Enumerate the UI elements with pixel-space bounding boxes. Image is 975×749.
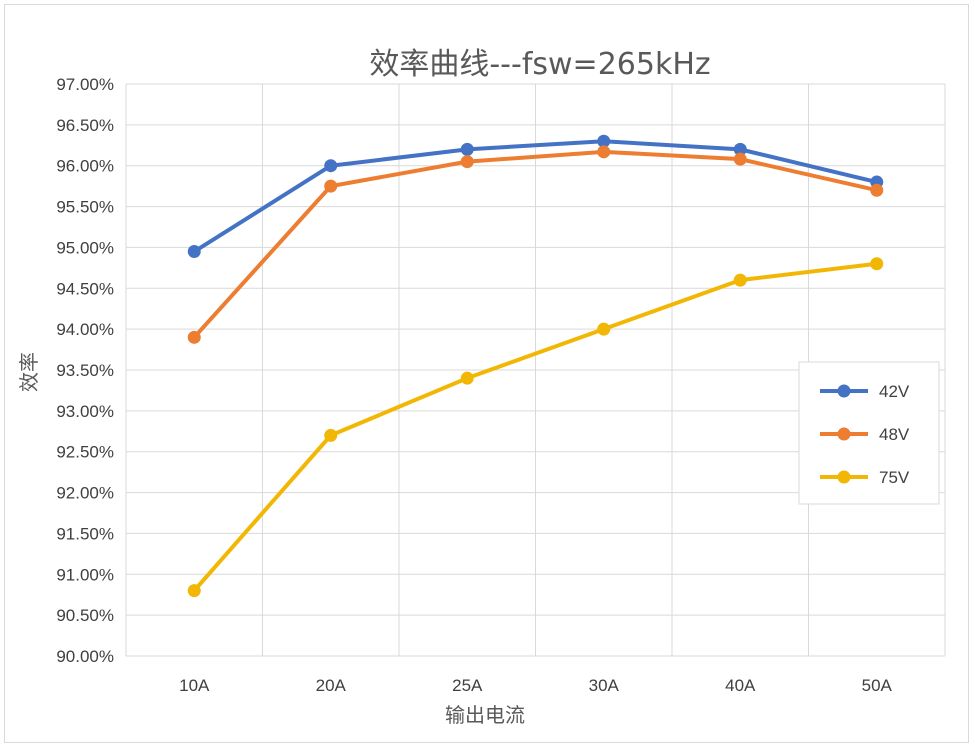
data-point-42v [324, 159, 338, 173]
y-tick-label: 96.00% [56, 157, 114, 176]
y-tick-label: 90.00% [56, 647, 114, 666]
x-tick-label: 25A [452, 676, 483, 695]
legend: 42V 48V 75V [798, 361, 940, 505]
series-line-75v [192, 261, 879, 593]
chart-title: 效率曲线---fsw=265kHz [369, 47, 710, 82]
series-line-48v [192, 149, 879, 340]
y-axis-ticks: 90.00% 90.50% 91.00% 91.50% 92.00% 92.50% 93.0… [56, 75, 114, 666]
y-tick-label: 95.00% [56, 238, 114, 257]
data-point-48v [460, 155, 474, 169]
y-tick-label: 92.00% [56, 484, 114, 503]
series-group [187, 134, 884, 598]
y-tick-label: 95.50% [56, 198, 114, 217]
y-tick-label: 97.00% [56, 75, 114, 94]
x-tick-label: 40A [725, 676, 756, 695]
legend-marker-42v [837, 384, 851, 398]
data-point-75v [324, 428, 338, 442]
legend-marker-75v [837, 470, 851, 484]
data-point-42v [597, 134, 611, 148]
data-point-75v [460, 371, 474, 385]
data-point-48v [597, 145, 611, 159]
legend-marker-48v [837, 427, 851, 441]
y-tick-label: 96.50% [56, 116, 114, 135]
x-tick-label: 30A [589, 676, 620, 695]
data-point-42v [733, 142, 747, 156]
data-point-42v [187, 245, 201, 259]
data-point-75v [733, 273, 747, 287]
data-point-48v [870, 183, 884, 197]
x-tick-label: 20A [316, 676, 347, 695]
y-axis-label: 效率 [17, 352, 41, 392]
y-tick-label: 91.50% [56, 524, 114, 543]
legend-label-75v: 75V [879, 468, 910, 487]
y-tick-label: 91.00% [56, 565, 114, 584]
y-tick-label: 94.50% [56, 279, 114, 298]
y-tick-label: 93.50% [56, 361, 114, 380]
data-point-75v [870, 257, 884, 271]
data-point-75v [597, 322, 611, 336]
x-tick-label: 10A [179, 676, 210, 695]
data-point-48v [324, 179, 338, 193]
data-point-75v [187, 584, 201, 598]
x-axis-label: 输出电流 [445, 703, 525, 727]
legend-label-42v: 42V [879, 382, 910, 401]
y-tick-label: 90.50% [56, 606, 114, 625]
y-tick-label: 93.00% [56, 402, 114, 421]
y-tick-label: 92.50% [56, 443, 114, 462]
legend-label-48v: 48V [879, 425, 910, 444]
data-point-42v [460, 142, 474, 156]
x-tick-label: 50A [862, 676, 893, 695]
data-point-48v [733, 152, 747, 166]
series-line-42v [192, 139, 879, 254]
chart-frame [4, 4, 969, 743]
data-point-48v [187, 330, 201, 344]
x-axis-ticks: 10A 20A 25A 30A 40A 50A [179, 676, 892, 695]
y-tick-label: 94.00% [56, 320, 114, 339]
